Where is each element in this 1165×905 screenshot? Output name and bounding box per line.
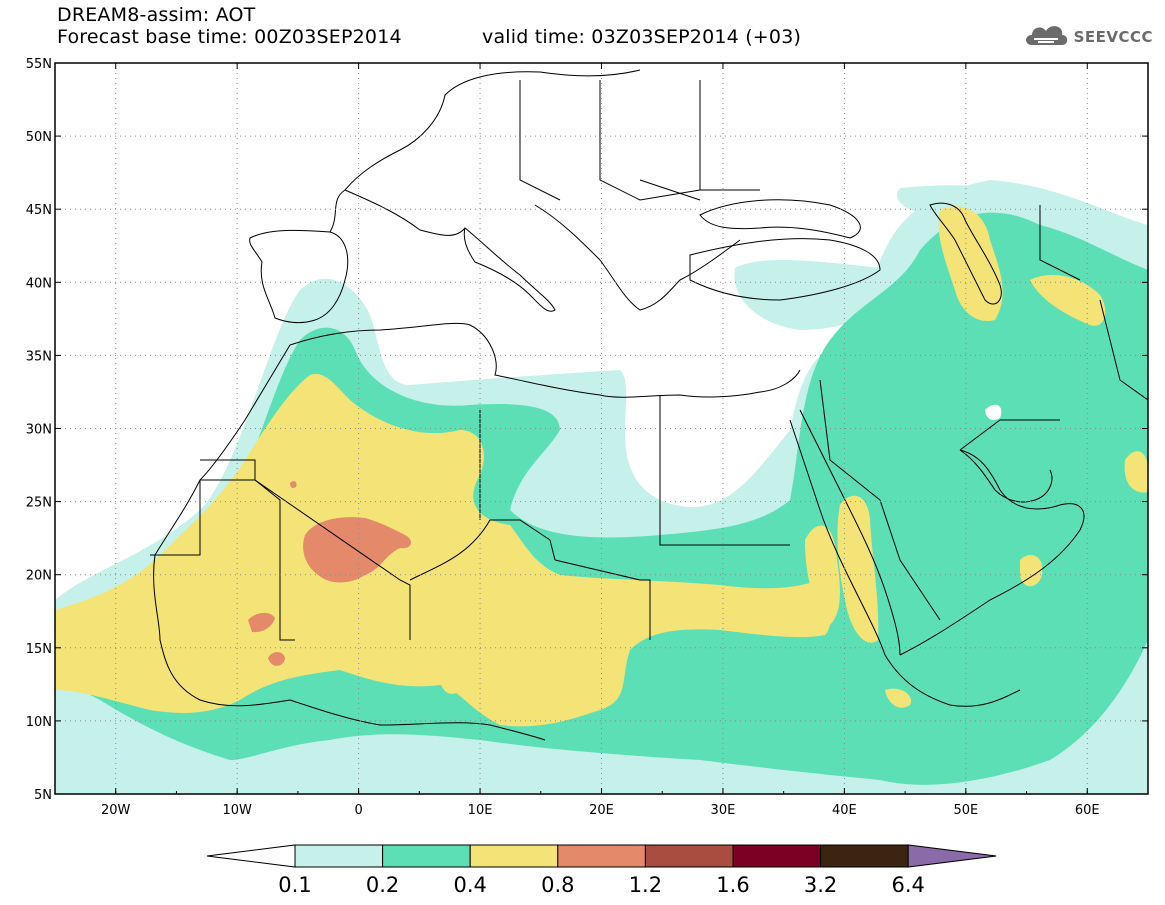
colorbar-segment xyxy=(557,844,646,868)
valid-time: valid time: 03Z03SEP2014 (+03) xyxy=(482,26,802,48)
latitude-axis: 55N 50N 45N 40N 35N 30N 25N 20N 15N 10N 5N xyxy=(26,57,1148,803)
graticule xyxy=(55,63,1148,794)
colorbar-arrow-high xyxy=(907,844,997,868)
colorbar-label: 6.4 xyxy=(891,873,924,897)
colorbar-label: 0.2 xyxy=(366,873,399,897)
lat-tick-label: 40N xyxy=(26,276,52,291)
colorbar-label: 1.2 xyxy=(629,873,662,897)
colorbar: 0.1 0.2 0.4 0.8 1.2 1.6 3.2 6.4 xyxy=(206,844,997,897)
lat-tick-label: 55N xyxy=(26,57,52,72)
lat-tick-label: 10N xyxy=(26,715,52,730)
cloud-icon xyxy=(1022,21,1070,53)
colorbar-arrow-low xyxy=(206,844,296,868)
aot-contours xyxy=(55,180,1148,794)
longitude-axis: 20W 10W 0 10E 20E 30E 40E 50E 60E xyxy=(54,63,1149,818)
colorbar-label: 0.1 xyxy=(278,873,311,897)
lat-tick-label: 5N xyxy=(34,788,52,803)
lon-tick-label: 50E xyxy=(953,803,978,818)
lon-tick-label: 20W xyxy=(101,803,131,818)
coastlines-borders xyxy=(150,69,1148,741)
colorbar-segment xyxy=(644,844,734,868)
lat-tick-label: 30N xyxy=(26,423,52,438)
colorbar-segment xyxy=(294,844,384,868)
colorbar-segment xyxy=(732,844,822,868)
aot-level-0-4 xyxy=(55,206,1148,727)
aot-clear-areas xyxy=(120,404,1002,520)
lat-tick-label: 20N xyxy=(26,569,52,584)
colorbar-label: 3.2 xyxy=(804,873,837,897)
lon-tick-label: 60E xyxy=(1075,803,1100,818)
lat-tick-label: 35N xyxy=(26,349,52,364)
lat-tick-label: 25N xyxy=(26,496,52,511)
lat-tick-label: 45N xyxy=(26,203,52,218)
colorbar-segment xyxy=(469,844,559,868)
colorbar-label: 0.4 xyxy=(453,873,486,897)
lon-tick-label: 10E xyxy=(468,803,493,818)
seevccc-logo: SEEVCCC xyxy=(1022,20,1153,54)
forecast-base-time: Forecast base time: 00Z03SEP2014 xyxy=(57,26,402,48)
lon-tick-label: 10W xyxy=(222,803,252,818)
colorbar-segment xyxy=(382,844,471,868)
lat-tick-label: 15N xyxy=(26,642,52,657)
lon-tick-label: 40E xyxy=(832,803,857,818)
map-title: DREAM8-assim: AOT xyxy=(57,4,256,26)
lon-tick-label: 20E xyxy=(589,803,614,818)
colorbar-label: 0.8 xyxy=(541,873,574,897)
colorbar-segment xyxy=(820,844,909,868)
colorbar-label: 1.6 xyxy=(716,873,749,897)
lon-tick-label: 0 xyxy=(354,803,362,818)
logo-text: SEEVCCC xyxy=(1073,28,1153,46)
lat-tick-label: 50N xyxy=(26,130,52,145)
lon-tick-label: 30E xyxy=(711,803,736,818)
